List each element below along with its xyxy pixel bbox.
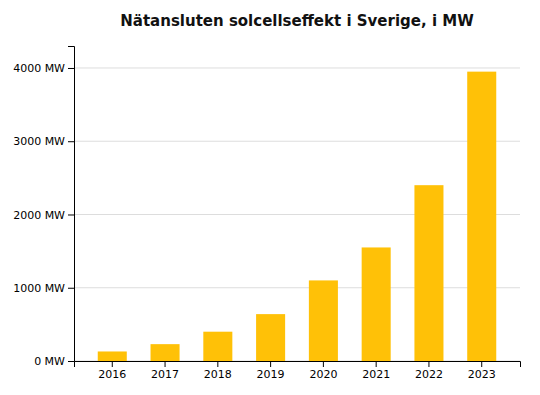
- y-axis: 0 MW 1000 MW 2000 MW 3000 MW 4000 MW: [13, 47, 74, 369]
- bar: [256, 314, 285, 361]
- x-tick-mark: [112, 361, 113, 367]
- chart-svg: Nätansluten solcellseffekt i Sverige, i …: [0, 0, 540, 395]
- x-tick-label: 2018: [204, 368, 232, 381]
- x-tick-label: 2017: [151, 368, 179, 381]
- y-tick-mark: [68, 141, 74, 142]
- bar: [414, 185, 443, 361]
- x-axis-line: [75, 362, 521, 368]
- x-tick: 2022: [415, 361, 443, 381]
- plot-area: 2016 2017 2018 2019 2020 2021 2022 2023 0 MW 1000…: [13, 47, 520, 381]
- chart-container: Nätansluten solcellseffekt i Sverige, i …: [0, 0, 540, 395]
- grid-line: [74, 67, 520, 68]
- grid-line: [74, 287, 520, 288]
- y-tick-mark: [68, 68, 74, 69]
- y-tick: 2000 MW: [13, 209, 74, 222]
- bar: [467, 72, 496, 361]
- x-tick-label: 2016: [98, 368, 126, 381]
- bar: [203, 332, 232, 361]
- x-tick-label: 2023: [468, 368, 496, 381]
- y-tick-label: 0 MW: [34, 355, 65, 368]
- x-tick-mark: [428, 361, 429, 367]
- y-tick-label: 4000 MW: [13, 62, 65, 75]
- x-tick: 2016: [98, 361, 126, 381]
- x-tick-label: 2019: [257, 368, 285, 381]
- x-tick-label: 2021: [362, 368, 390, 381]
- x-tick: 2021: [362, 361, 390, 381]
- x-tick-label: 2020: [309, 368, 337, 381]
- y-tick: 4000 MW: [13, 62, 74, 75]
- x-tick-label: 2022: [415, 368, 443, 381]
- x-tick-mark: [217, 361, 218, 367]
- y-tick-label: 1000 MW: [13, 282, 65, 295]
- grid-line: [74, 214, 520, 215]
- y-tick: 3000 MW: [13, 135, 74, 148]
- y-tick: 1000 MW: [13, 282, 74, 295]
- x-tick: 2017: [151, 361, 179, 381]
- x-tick-mark: [270, 361, 271, 367]
- x-tick-mark: [323, 361, 324, 367]
- x-tick-mark: [481, 361, 482, 367]
- x-tick: 2020: [309, 361, 337, 381]
- y-tick-mark: [68, 361, 74, 362]
- x-tick-mark: [376, 361, 377, 367]
- bar: [309, 280, 338, 361]
- x-tick: 2023: [468, 361, 496, 381]
- y-tick: 0 MW: [34, 355, 74, 368]
- y-tick-label: 2000 MW: [13, 209, 65, 222]
- y-tick-mark: [68, 288, 74, 289]
- grid: [74, 68, 520, 361]
- bar: [151, 344, 180, 361]
- x-tick: 2019: [257, 361, 285, 381]
- x-axis: 2016 2017 2018 2019 2020 2021 2022 2023: [75, 361, 521, 381]
- bar: [98, 351, 127, 361]
- y-axis-line: [68, 47, 75, 362]
- bar: [362, 247, 391, 361]
- grid-line: [74, 141, 520, 142]
- bars: [98, 72, 496, 361]
- y-tick-label: 3000 MW: [13, 135, 65, 148]
- x-tick-mark: [165, 361, 166, 367]
- x-tick: 2018: [204, 361, 232, 381]
- y-tick-mark: [68, 214, 74, 215]
- chart-title: Nätansluten solcellseffekt i Sverige, i …: [120, 12, 474, 30]
